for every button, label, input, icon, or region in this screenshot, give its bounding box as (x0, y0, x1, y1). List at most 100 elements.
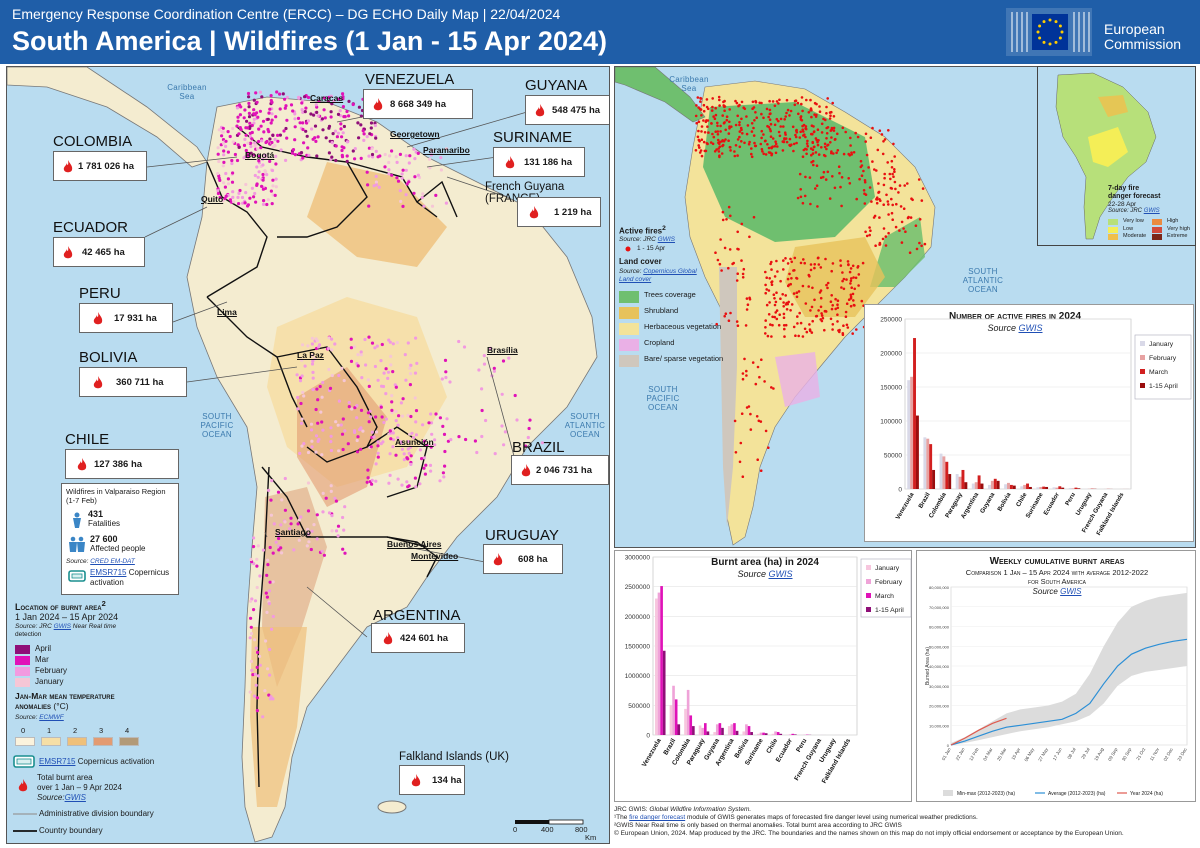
active-fire-point (799, 321, 803, 325)
burnt-area-point (222, 149, 226, 153)
fire-danger-forecast-link[interactable]: fire danger forecast (629, 814, 686, 821)
active-fire-point (774, 311, 777, 314)
y-tick-label: 2000000 (625, 614, 651, 621)
burnt-area-point (330, 529, 334, 533)
active-fire-point (829, 141, 832, 144)
burnt-area-point (366, 468, 370, 472)
active-fire-point (884, 235, 888, 238)
callout-guyana[interactable]: 548 475 ha (525, 95, 609, 125)
active-fire-point (759, 469, 763, 473)
callout-falklands[interactable]: 134 ha (399, 765, 465, 795)
burnt-ha-venezuela: 8 668 349 ha (390, 99, 446, 110)
inset-gwis-link[interactable]: GWIS (1143, 208, 1160, 214)
burnt-area-point (327, 336, 331, 340)
active-fire-point (740, 128, 743, 132)
burnt-area-point (391, 438, 396, 442)
burnt-area-point (285, 95, 289, 99)
active-fire-point (920, 244, 923, 248)
burnt-area-point (300, 101, 304, 105)
land-cover-source-2[interactable]: Land cover (619, 276, 652, 283)
active-fire-point (890, 159, 894, 163)
active-fire-point (847, 152, 850, 156)
cred-emdat-link[interactable]: CRED EM-DAT (90, 558, 135, 565)
bar-1-15-april (964, 482, 968, 489)
burnt-area-point (418, 448, 422, 452)
callout-argentina[interactable]: 424 601 ha (371, 623, 465, 653)
callout-colombia[interactable]: 1 781 026 ha (53, 151, 147, 181)
burnt-area-point (404, 193, 408, 197)
burnt-area-point (439, 156, 443, 160)
burnt-area-point (373, 346, 377, 350)
copernicus-lc-link[interactable]: Copernicus Global (643, 268, 697, 275)
active-fire-point (747, 142, 751, 146)
callout-peru[interactable]: 17 931 ha (79, 303, 173, 333)
gwis-link[interactable]: GWIS (53, 623, 71, 630)
callout-venezuela[interactable]: 8 668 349 ha (363, 89, 473, 119)
active-fire-point (803, 261, 806, 265)
ba-chart-gwis-link[interactable]: GWIS (768, 569, 793, 579)
legend-swatch (866, 565, 871, 570)
af-chart-gwis-link[interactable]: GWIS (1018, 323, 1043, 333)
burnt-area-point (374, 180, 378, 184)
bar-january (1052, 487, 1056, 489)
burnt-area-point (230, 158, 234, 163)
danger-class-3-swatch (1152, 219, 1162, 225)
total-gwis-link[interactable]: GWIS (64, 793, 86, 802)
burnt-area-point (314, 450, 318, 454)
burnt-area-point (337, 399, 341, 403)
country-name-brazil: BRAZIL (512, 439, 565, 456)
active-fire-point (800, 102, 803, 106)
burnt-area-point (267, 111, 271, 115)
weekly-gwis-link[interactable]: GWIS (1060, 587, 1082, 596)
burnt-area-point (296, 395, 300, 400)
burnt-area-point (250, 137, 254, 141)
callout-suriname[interactable]: 131 186 ha (493, 147, 585, 177)
af-gwis-link[interactable]: GWIS (657, 236, 675, 243)
burnt-area-point (240, 195, 245, 200)
burnt-area-point (277, 548, 281, 552)
burnt-area-point (444, 370, 448, 374)
burnt-area-point (527, 426, 531, 431)
active-fire-point (853, 287, 856, 291)
active-fire-point (795, 141, 798, 145)
active-fire-point (771, 315, 774, 319)
callout-ecuador[interactable]: 42 465 ha (53, 237, 145, 267)
burnt-area-point (295, 373, 299, 377)
total-source-prefix: Source: (37, 793, 65, 802)
active-fire-point (849, 144, 852, 147)
burnt-area-point (340, 432, 345, 436)
footer-line-4: © European Union, 2024. Map produced by … (614, 830, 1124, 837)
burnt-area-point (444, 147, 449, 151)
burnt-area-point (370, 147, 374, 151)
active-fire-point (801, 284, 805, 288)
callout-french-guyana[interactable]: 1 219 ha (517, 197, 601, 227)
active-fire-point (812, 145, 816, 149)
burnt-area-point (274, 154, 278, 158)
burnt-area-map[interactable]: Caribbean Sea SOUTH PACIFIC OCEAN SOUTH … (6, 66, 610, 844)
active-fire-point (700, 125, 704, 128)
active-fire-point (772, 387, 775, 390)
emsr715-link[interactable]: EMSR715 (90, 568, 127, 577)
callout-chile[interactable]: 127 386 ha (65, 449, 179, 479)
burnt-area-point (256, 147, 260, 151)
burnt-area-point (370, 482, 374, 486)
fire-danger-inset-map[interactable]: 7-day fire danger forecast 22-28 Apr Sou… (1037, 66, 1196, 246)
callout-brazil[interactable]: 2 046 731 ha (511, 455, 609, 485)
y-tick-label: 20,000,000 (929, 704, 950, 709)
callout-uruguay[interactable]: 608 ha (483, 544, 563, 574)
city-la-paz: La Paz (297, 350, 324, 360)
burnt-area-point (383, 165, 387, 169)
bar-1-15-april (980, 483, 984, 489)
bar-1-15-april (1012, 485, 1016, 489)
burnt-area-point (492, 369, 496, 373)
burnt-area-point (226, 182, 231, 186)
active-fire-point (891, 203, 894, 207)
ecmwf-link[interactable]: ECMWF (39, 714, 64, 721)
burnt-area-point (217, 159, 221, 164)
emsr715-legend-link[interactable]: EMSR715 (39, 757, 76, 766)
burnt-area-point (429, 469, 433, 473)
callout-bolivia[interactable]: 360 711 ha (79, 367, 187, 397)
burnt-area-point (413, 157, 417, 161)
active-fire-point (852, 276, 855, 279)
active-fire-point (805, 152, 808, 156)
